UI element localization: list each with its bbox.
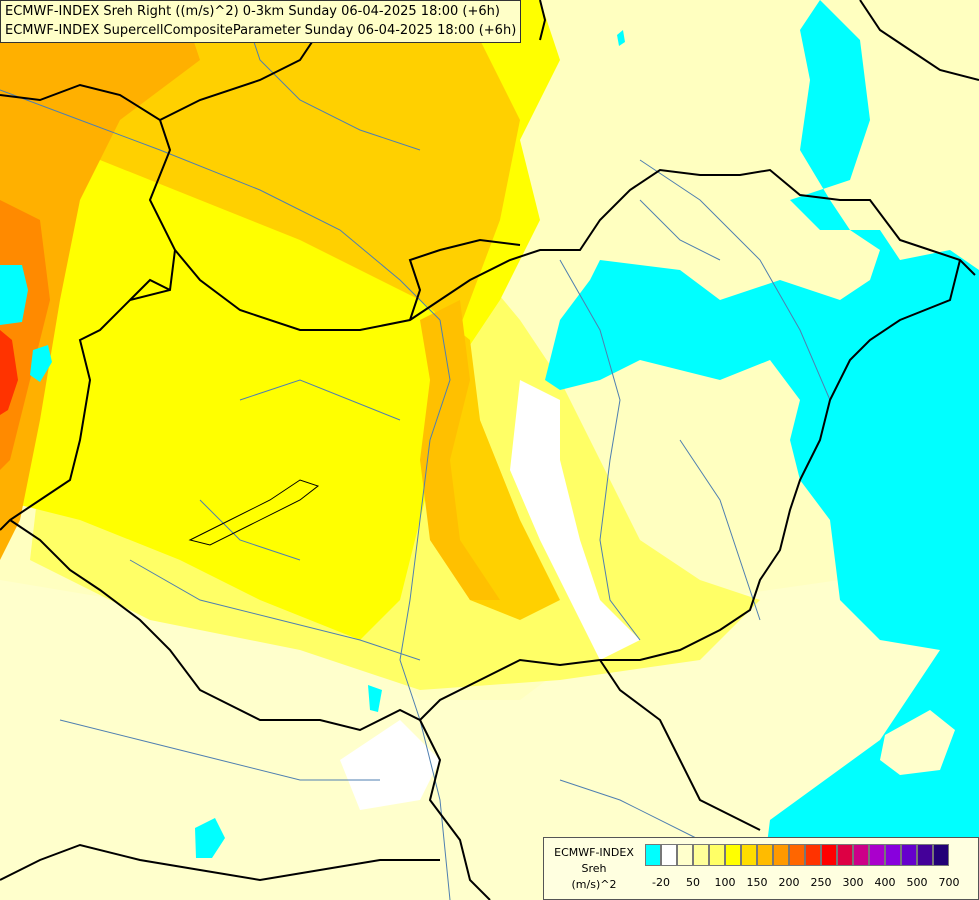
legend-tick-label: -20	[652, 876, 670, 889]
cyan-spot-west-1	[0, 265, 28, 325]
legend-swatch	[661, 844, 677, 866]
legend-swatch	[821, 844, 837, 866]
legend-swatch	[645, 844, 661, 866]
map-title-line-2: ECMWF-INDEX SupercellCompositeParameter …	[5, 23, 517, 38]
legend-swatch	[885, 844, 901, 866]
white-patch-center	[515, 455, 565, 495]
legend-tick-label: 300	[842, 876, 864, 889]
orange-field-west	[0, 0, 200, 560]
map-title-box: ECMWF-INDEX Sreh Right ((m/s)^2) 0-3km S…	[0, 0, 522, 43]
cyan-area-east-hole	[880, 710, 955, 775]
legend-swatch	[901, 844, 917, 866]
cyan-spot-west-2	[30, 345, 52, 382]
cyan-spot-southwest	[195, 818, 225, 858]
legend-swatch	[741, 844, 757, 866]
legend-tick-label: 200	[778, 876, 800, 889]
legend-tick-label: 50	[686, 876, 700, 889]
cyan-spot-north	[617, 30, 625, 46]
legend-swatch	[933, 844, 949, 866]
orange-band-center	[420, 300, 500, 600]
color-legend: ECMWF-INDEX Sreh (m/s)^2 -20 50 100 150 200 2…	[543, 837, 979, 900]
red-core-west	[0, 330, 18, 415]
legend-variable: Sreh	[581, 862, 607, 875]
legend-swatches	[645, 844, 949, 866]
legend-swatch	[773, 844, 789, 866]
white-patch-south	[340, 720, 440, 810]
legend-swatch	[837, 844, 853, 866]
legend-tick-label: 100	[714, 876, 736, 889]
legend-tick-label: 250	[810, 876, 832, 889]
legend-swatch	[677, 844, 693, 866]
orange-field-north	[0, 0, 560, 620]
legend-swatch	[853, 844, 869, 866]
legend-tick-label: 400	[874, 876, 896, 889]
pale-yellow-field	[0, 560, 979, 900]
legend-tick-label: 700	[938, 876, 960, 889]
legend-unit: (m/s)^2	[571, 878, 617, 891]
legend-swatch	[725, 844, 741, 866]
rivers	[0, 0, 831, 900]
legend-swatch	[869, 844, 885, 866]
legend-source: ECMWF-INDEX	[554, 846, 634, 859]
legend-swatch	[789, 844, 805, 866]
legend-swatch	[757, 844, 773, 866]
map-title-line-1: ECMWF-INDEX Sreh Right ((m/s)^2) 0-3km S…	[5, 4, 500, 19]
lake-balaton	[188, 479, 320, 546]
legend-swatch	[693, 844, 709, 866]
legend-swatch	[917, 844, 933, 866]
legend-tick-label: 150	[746, 876, 768, 889]
cyan-area-east	[545, 0, 979, 900]
white-channel-east	[510, 380, 640, 660]
cyan-spot-south	[368, 685, 382, 712]
legend-swatch	[709, 844, 725, 866]
legend-tick-label: 500	[906, 876, 928, 889]
legend-swatch	[805, 844, 821, 866]
